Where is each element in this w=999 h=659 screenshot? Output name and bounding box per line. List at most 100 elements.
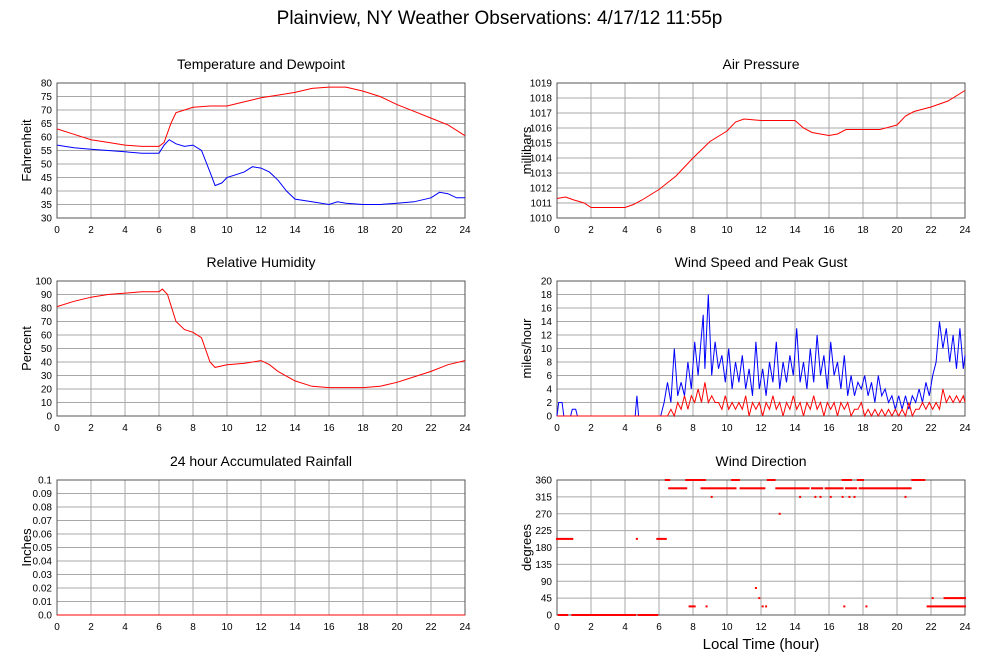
data-point <box>860 487 863 490</box>
data-point <box>828 487 830 490</box>
data-point <box>945 605 948 608</box>
data-point <box>578 614 581 616</box>
data-point <box>566 614 569 616</box>
data-point <box>690 479 693 481</box>
data-point <box>955 597 958 600</box>
y-tick-label: 65 <box>41 119 53 130</box>
x-tick-label: 12 <box>755 423 767 434</box>
data-point <box>957 597 960 600</box>
x-tick-label: 18 <box>357 225 369 236</box>
x-tick-label: 12 <box>255 622 267 633</box>
page-title: Plainview, NY Weather Observations: 4/17… <box>276 8 723 29</box>
x-tick-label: 2 <box>588 225 594 236</box>
data-point <box>850 487 853 490</box>
data-point <box>783 487 786 490</box>
y-axis-label: millibars <box>519 126 534 174</box>
data-point <box>622 614 625 616</box>
data-point <box>853 495 856 498</box>
x-tick-label: 2 <box>88 225 94 236</box>
data-point <box>681 487 684 490</box>
x-tick-label: 18 <box>857 225 869 236</box>
y-tick-label: 45 <box>41 173 53 184</box>
data-point <box>693 479 696 481</box>
data-point <box>700 479 703 481</box>
data-point <box>761 605 764 608</box>
data-point <box>564 537 567 540</box>
data-point <box>855 487 858 490</box>
data-point <box>688 605 691 608</box>
x-tick-label: 2 <box>588 423 594 434</box>
data-point <box>958 605 961 608</box>
x-tick-label: 22 <box>925 423 937 434</box>
data-point <box>698 479 701 481</box>
y-tick-label: 0.04 <box>33 557 53 568</box>
data-point <box>777 487 779 490</box>
data-point <box>683 487 686 490</box>
data-point <box>765 605 768 608</box>
data-point <box>574 614 577 616</box>
data-point <box>654 614 657 616</box>
data-point <box>688 479 691 481</box>
data-point <box>656 537 659 540</box>
data-point <box>841 487 844 490</box>
data-point <box>630 614 633 616</box>
data-point <box>710 495 713 498</box>
data-point <box>914 479 917 481</box>
x-tick-label: 4 <box>122 622 128 633</box>
y-tick-label: 14 <box>541 317 553 328</box>
data-point <box>947 597 949 600</box>
data-point <box>931 597 934 600</box>
data-point <box>754 587 757 589</box>
data-point <box>863 487 866 490</box>
data-point <box>958 597 961 600</box>
x-tick-label: 12 <box>255 225 267 236</box>
x-tick-label: 10 <box>221 225 233 236</box>
data-point <box>856 479 859 481</box>
data-point <box>846 487 849 490</box>
y-tick-label: 70 <box>41 317 53 328</box>
x-tick-label: 22 <box>425 423 437 434</box>
data-point <box>714 487 717 490</box>
data-point <box>787 487 790 490</box>
x-tick-label: 6 <box>156 423 162 434</box>
x-tick-label: 10 <box>221 423 233 434</box>
data-point <box>953 597 956 600</box>
data-point <box>858 487 861 490</box>
data-point <box>923 479 926 481</box>
data-point <box>562 537 565 540</box>
data-point <box>702 487 705 490</box>
x-tick-label: 8 <box>190 423 196 434</box>
y-tick-label: 60 <box>41 331 53 342</box>
data-point <box>715 487 718 490</box>
data-point <box>668 479 671 481</box>
chart-title: Air Pressure <box>722 56 799 72</box>
data-point <box>754 487 757 490</box>
y-tick-label: 12 <box>541 331 553 342</box>
data-point <box>632 614 635 616</box>
data-point <box>748 487 751 490</box>
data-point <box>853 487 856 490</box>
data-point <box>819 495 822 498</box>
x-tick-label: 22 <box>925 622 937 633</box>
data-point <box>651 614 654 616</box>
data-point <box>562 614 565 616</box>
series-line-1 <box>56 139 465 206</box>
data-point <box>850 479 853 481</box>
data-point <box>834 487 837 490</box>
data-point <box>557 614 560 616</box>
data-point <box>897 487 900 490</box>
data-point <box>605 614 608 616</box>
data-point <box>758 597 761 600</box>
x-tick-label: 4 <box>122 225 128 236</box>
plot-frame <box>556 479 966 616</box>
data-point <box>635 537 638 540</box>
data-point <box>673 487 676 490</box>
x-tick-label: 14 <box>289 423 301 434</box>
x-tick-label: 2 <box>88 423 94 434</box>
x-tick-label: 2 <box>88 622 94 633</box>
data-point <box>892 487 895 490</box>
data-point <box>763 487 766 490</box>
data-point <box>641 614 643 616</box>
y-tick-label: 0.05 <box>33 543 53 554</box>
data-point <box>671 487 674 490</box>
